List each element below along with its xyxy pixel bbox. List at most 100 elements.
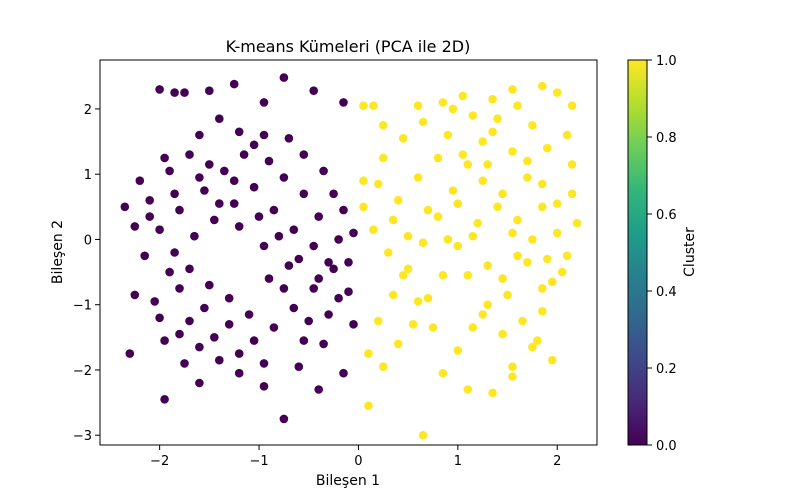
- scatter-point-cluster-1: [548, 355, 557, 365]
- scatter-point-cluster-0: [175, 329, 184, 339]
- scatter-point-cluster-1: [478, 176, 488, 185]
- scatter-point-cluster-0: [259, 241, 269, 251]
- scatter-point-cluster-1: [418, 430, 428, 440]
- scatter-point-cluster-1: [543, 254, 552, 264]
- scatter-point-cluster-1: [488, 94, 497, 104]
- x-tick-label: 0: [354, 454, 362, 469]
- scatter-point-cluster-0: [339, 368, 348, 378]
- scatter-point-cluster-0: [229, 199, 239, 208]
- y-axis: −3 −2 −1 0 1 2: [73, 103, 100, 444]
- scatter-point-cluster-1: [463, 385, 473, 394]
- colorbar-tick-label: 1.0: [656, 54, 677, 69]
- scatter-point-cluster-0: [185, 150, 194, 159]
- scatter-point-cluster-1: [408, 320, 418, 329]
- scatter-point-cluster-1: [523, 173, 532, 182]
- scatter-point-cluster-0: [249, 336, 259, 345]
- scatter-point-cluster-1: [552, 199, 562, 208]
- scatter-point-cluster-1: [369, 225, 378, 234]
- scatter-point-cluster-0: [339, 205, 348, 215]
- scatter-point-cluster-0: [160, 153, 169, 163]
- scatter-point-cluster-1: [513, 101, 522, 110]
- scatter-point-cluster-0: [344, 258, 353, 267]
- scatter-point-cluster-0: [274, 231, 284, 241]
- scatter-point-cluster-0: [324, 258, 333, 267]
- scatter-point-cluster-0: [120, 202, 130, 212]
- scatter-point-cluster-1: [538, 179, 547, 189]
- x-tick-label: 1: [454, 454, 462, 469]
- scatter-point-cluster-1: [448, 186, 458, 195]
- colorbar-tick-label: 0.4: [656, 285, 677, 300]
- scatter-point-cluster-1: [413, 101, 423, 110]
- y-tick-label: 1: [84, 168, 92, 183]
- scatter-point-cluster-0: [205, 280, 214, 290]
- scatter-point-cluster-0: [180, 359, 189, 368]
- scatter-point-cluster-0: [279, 73, 289, 82]
- scatter-point-cluster-0: [175, 284, 184, 293]
- scatter-point-cluster-1: [398, 134, 408, 143]
- scatter-point-cluster-0: [200, 303, 209, 313]
- scatter-point-cluster-0: [309, 86, 319, 95]
- scatter-point-cluster-1: [453, 199, 463, 208]
- scatter-point-cluster-1: [438, 368, 448, 378]
- scatter-point-cluster-0: [229, 176, 239, 185]
- scatter-point-cluster-1: [548, 277, 557, 287]
- scatter-point-cluster-0: [150, 297, 159, 306]
- scatter-point-cluster-0: [299, 189, 309, 199]
- scatter-point-cluster-1: [374, 179, 383, 189]
- scatter-point-cluster-1: [552, 228, 562, 238]
- x-tick-label: −2: [150, 454, 169, 469]
- y-tick-label: −2: [73, 364, 92, 379]
- scatter-point-cluster-0: [195, 378, 204, 388]
- scatter-point-cluster-1: [468, 231, 478, 241]
- scatter-point-cluster-1: [567, 101, 577, 110]
- scatter-point-cluster-0: [279, 414, 289, 424]
- scatter-point-cluster-1: [523, 258, 532, 267]
- scatter-point-cluster-1: [528, 121, 537, 130]
- scatter-point-cluster-0: [299, 336, 309, 345]
- scatter-point-cluster-1: [483, 261, 493, 270]
- scatter-point-cluster-0: [135, 176, 145, 185]
- scatter-point-cluster-1: [374, 316, 383, 326]
- scatter-point-cluster-0: [314, 212, 324, 221]
- scatter-point-cluster-1: [364, 349, 373, 358]
- scatter-point-cluster-1: [433, 153, 443, 163]
- scatter-point-cluster-0: [279, 284, 289, 293]
- scatter-point-cluster-0: [130, 222, 140, 231]
- scatter-point-cluster-1: [393, 339, 403, 349]
- y-tick-label: 0: [84, 233, 92, 248]
- scatter-point-cluster-0: [349, 320, 358, 329]
- scatter-point-cluster-0: [234, 368, 244, 378]
- scatter-point-cluster-1: [562, 130, 572, 140]
- scatter-point-cluster-1: [463, 160, 473, 169]
- scatter-point-cluster-1: [443, 130, 453, 140]
- scatter-point-cluster-1: [473, 218, 483, 228]
- scatter-point-cluster-0: [334, 235, 343, 244]
- scatter-point-cluster-0: [304, 316, 314, 326]
- scatter-point-cluster-0: [185, 316, 194, 326]
- scatter-point-cluster-1: [398, 271, 408, 280]
- scatter-point-cluster-0: [165, 267, 174, 277]
- scatter-point-cluster-0: [234, 127, 244, 137]
- scatter-point-cluster-0: [175, 205, 184, 215]
- scatter-point-cluster-0: [239, 150, 249, 159]
- chart-title: K-means Kümeleri (PCA ile 2D): [226, 37, 471, 56]
- scatter-point-cluster-1: [463, 271, 473, 280]
- scatter-point-cluster-1: [364, 401, 373, 411]
- scatter-point-cluster-1: [393, 196, 403, 205]
- scatter-point-cluster-0: [234, 349, 244, 358]
- scatter-point-cluster-0: [155, 85, 164, 94]
- x-axis-label: Bileşen 1: [316, 473, 380, 489]
- scatter-point-cluster-0: [195, 342, 204, 352]
- scatter-point-cluster-0: [269, 323, 279, 332]
- scatter-point-cluster-1: [508, 362, 517, 372]
- scatter-point-cluster-1: [379, 121, 388, 130]
- scatter-point-cluster-0: [185, 264, 194, 274]
- scatter-point-cluster-0: [160, 395, 169, 404]
- x-tick-label: 2: [553, 454, 561, 469]
- scatter-point-cluster-1: [518, 316, 527, 326]
- x-axis: −2 −1 0 1 2: [150, 445, 561, 469]
- scatter-point-cluster-0: [215, 114, 224, 123]
- scatter-point-cluster-1: [468, 323, 478, 332]
- y-axis-label: Bileşen 2: [50, 220, 66, 284]
- scatter-point-cluster-0: [200, 186, 209, 195]
